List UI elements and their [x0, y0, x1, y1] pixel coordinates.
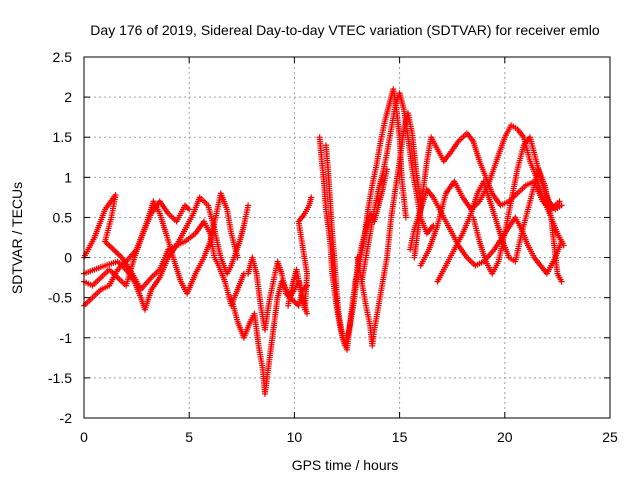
- x-axis-label: GPS time / hours: [292, 457, 399, 473]
- grid-lines: [84, 57, 610, 418]
- data-point-marker: [308, 194, 315, 201]
- data-point-marker: [558, 202, 565, 209]
- data-point-marker: [556, 198, 563, 205]
- series-s3: [81, 194, 252, 313]
- series-s10: [354, 110, 424, 349]
- y-tick-label: 1.5: [53, 129, 73, 145]
- series-s4: [81, 198, 193, 289]
- data-point-marker: [304, 310, 311, 317]
- y-tick-label: 1: [64, 169, 72, 185]
- x-tick-label: 15: [392, 429, 408, 445]
- y-tick-label: 0: [64, 250, 72, 266]
- x-tick-label: 10: [287, 429, 303, 445]
- data-point-marker: [402, 214, 409, 221]
- x-axis-ticks: 0 5 10 15 20 25: [80, 57, 618, 445]
- y-tick-label: 0.5: [53, 209, 73, 225]
- series-s16: [470, 134, 565, 277]
- x-tick-label: 5: [185, 429, 193, 445]
- y-tick-label: -1: [60, 330, 73, 346]
- y-tick-label: -0.5: [48, 290, 72, 306]
- y-tick-label: 2.5: [53, 49, 73, 65]
- y-tick-label: -1.5: [48, 370, 72, 386]
- series-s14: [417, 122, 567, 269]
- data-point-marker: [558, 278, 565, 285]
- series-s13: [411, 130, 563, 261]
- plot-frame: [83, 56, 611, 419]
- chart-title: Day 176 of 2019, Sidereal Day-to-day VTE…: [90, 22, 600, 38]
- data-point-marker: [186, 206, 193, 213]
- x-tick-label: 25: [602, 429, 618, 445]
- x-tick-label: 0: [80, 429, 88, 445]
- series-s11: [358, 90, 437, 285]
- data-points: [81, 86, 567, 397]
- y-tick-label: -2: [60, 410, 73, 426]
- series-s5: [228, 278, 311, 397]
- y-axis-ticks: -2 -1.5 -1 -0.5 0 0.5 1 1.5 2 2.5: [48, 49, 610, 426]
- data-point-marker: [245, 202, 252, 209]
- y-axis-label: SDTVAR / TECUs: [9, 182, 25, 294]
- data-point-marker: [560, 242, 567, 249]
- x-tick-label: 20: [497, 429, 513, 445]
- series-s7: [285, 194, 315, 313]
- y-tick-label: 2: [64, 89, 72, 105]
